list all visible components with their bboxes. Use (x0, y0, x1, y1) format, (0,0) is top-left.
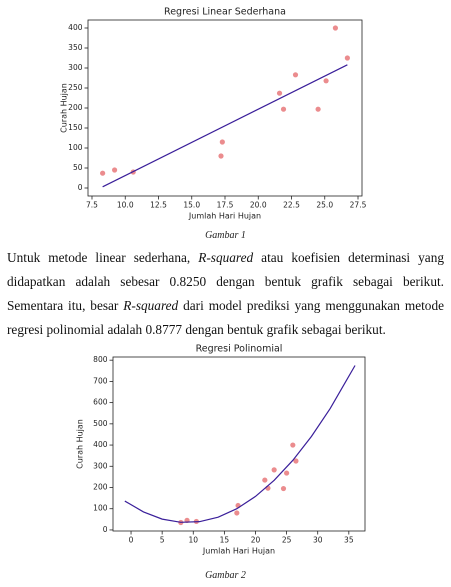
paragraph: Untuk metode linear sederhana, R-squared… (7, 246, 444, 342)
y-tick-label: 250 (68, 83, 83, 92)
x-tick-label: 25.0 (316, 201, 333, 210)
y-tick-label: 200 (68, 103, 83, 112)
y-tick-label: 700 (93, 376, 108, 385)
data-point (292, 72, 299, 78)
x-axis-label: Jumlah Hari Hujan (202, 547, 275, 556)
x-tick-label: 27.5 (350, 201, 367, 210)
data-point (276, 90, 283, 96)
fit-line (124, 365, 356, 523)
caption: Gambar 2 (205, 570, 246, 581)
text: dari model prediksi yang menggunakan met… (7, 298, 444, 337)
caption: Gambar 1 (205, 230, 246, 241)
y-tick-label: 400 (68, 23, 83, 32)
x-tick-label: 20.0 (250, 201, 267, 210)
y-tick-label: 100 (68, 143, 83, 152)
y-axis-label: Curah Hujan (60, 83, 69, 133)
chart-title: Regresi Polinomial (196, 344, 283, 355)
data-point (284, 470, 290, 476)
x-tick-label: 22.5 (283, 201, 300, 210)
y-tick-label: 0 (78, 183, 83, 192)
plot-frame (112, 356, 366, 532)
italic-term: R-squared (123, 298, 179, 313)
data-point (262, 477, 268, 483)
data-point (219, 139, 225, 145)
data-point (332, 25, 338, 31)
data-point (234, 510, 240, 516)
y-tick-label: 300 (68, 63, 83, 72)
x-tick-label: 17.5 (217, 201, 234, 210)
y-tick-label: 100 (93, 504, 108, 513)
y-tick-label: 800 (93, 355, 108, 364)
x-tick-label: 15 (220, 536, 230, 545)
x-tick-label: 35 (344, 536, 354, 545)
y-tick-label: 500 (93, 419, 108, 428)
y-tick-label: 400 (93, 440, 108, 449)
data-point (290, 442, 296, 448)
data-point (323, 78, 329, 84)
data-point (218, 153, 224, 159)
x-tick-label: 7.5 (86, 201, 98, 210)
data-point (271, 467, 277, 473)
y-tick-label: 0 (103, 525, 108, 534)
chart-polynomial: Regresi Polinomial Jumlah Hari Hujan Curah… (76, 344, 366, 556)
x-tick-label: 25 (282, 536, 292, 545)
data-point (112, 167, 118, 173)
x-axis-label: Jumlah Hari Hujan (188, 212, 261, 221)
x-tick-label: 20 (251, 536, 261, 545)
y-axis-label: Curah Hujan (76, 419, 85, 469)
text: Untuk metode linear sederhana, (7, 250, 199, 265)
x-tick-label: 10.0 (117, 201, 134, 210)
data-point (293, 458, 299, 464)
y-tick-label: 200 (93, 483, 108, 492)
y-tick-label: 50 (73, 163, 83, 172)
data-point (315, 106, 321, 112)
y-tick-label: 150 (68, 123, 83, 132)
x-tick-label: 5 (160, 536, 165, 545)
y-tick-label: 350 (68, 43, 83, 52)
plot-frame (87, 19, 363, 197)
data-point (344, 55, 350, 61)
y-tick-label: 600 (93, 398, 108, 407)
text: atau koefisien determinasi yang didapatk… (7, 250, 444, 313)
data-point (280, 106, 287, 112)
x-tick-label: 0 (129, 536, 134, 545)
y-tick-label: 300 (93, 461, 108, 470)
fit-line (102, 64, 348, 188)
chart-title: Regresi Linear Sederhana (164, 7, 286, 18)
x-tick-label: 15.0 (183, 201, 200, 210)
italic-term: R-squared (198, 250, 254, 265)
x-tick-label: 12.5 (150, 201, 167, 210)
x-tick-label: 30 (313, 536, 323, 545)
data-point (280, 485, 287, 492)
data-point (100, 170, 106, 176)
chart-linear: Regresi Linear Sederhana Jumlah Hari Huja… (60, 7, 367, 221)
x-tick-label: 10 (188, 536, 198, 545)
